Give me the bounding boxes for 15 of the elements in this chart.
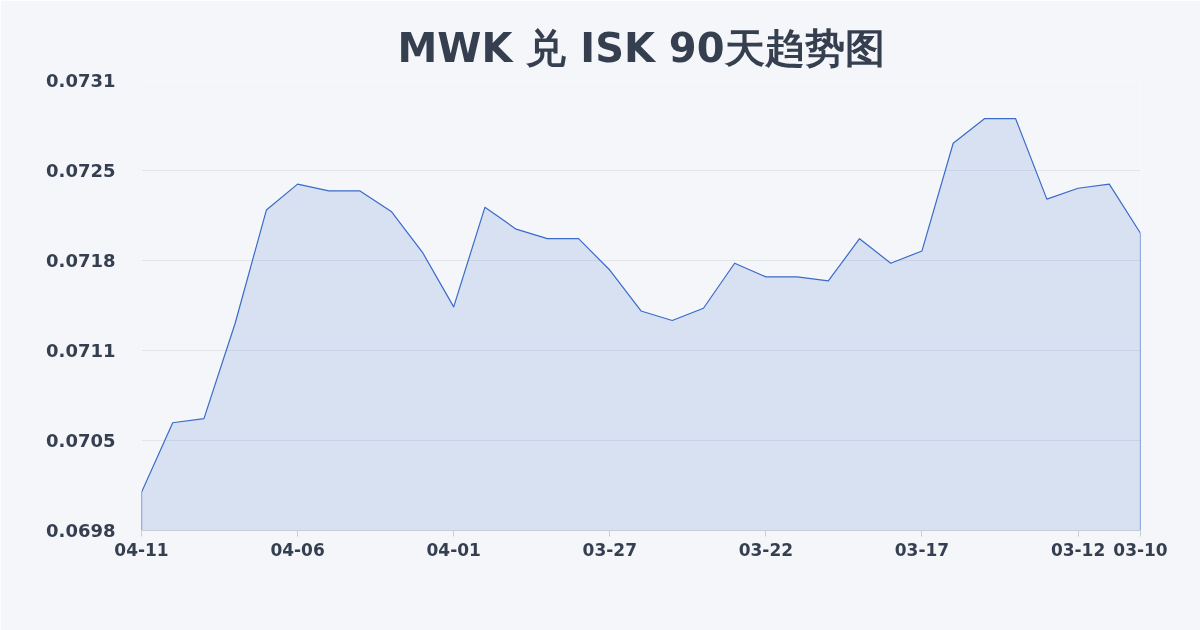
x-tick-label: 04-06 (270, 539, 325, 560)
chart-title: MWK 兑 ISK 90天趋势图 (397, 25, 885, 71)
y-tick-label: 0.0731 (46, 70, 116, 91)
x-tick-label: 03-22 (738, 539, 794, 560)
x-tick-label: 04-11 (114, 539, 169, 560)
y-tick-label: 0.0718 (46, 250, 116, 271)
y-tick-label: 0.0705 (46, 430, 116, 451)
x-tick-label: 03-17 (894, 539, 950, 560)
y-tick-label: 0.0698 (46, 520, 116, 541)
x-tick-label: 04-01 (426, 539, 481, 560)
x-tick-label: 03-27 (582, 539, 637, 560)
x-tick-label: 03-12 (1050, 539, 1106, 560)
x-tick-label: 03-10 (1113, 539, 1168, 560)
y-tick-label: 0.0725 (46, 160, 116, 181)
y-tick-label: 0.0711 (46, 340, 116, 361)
